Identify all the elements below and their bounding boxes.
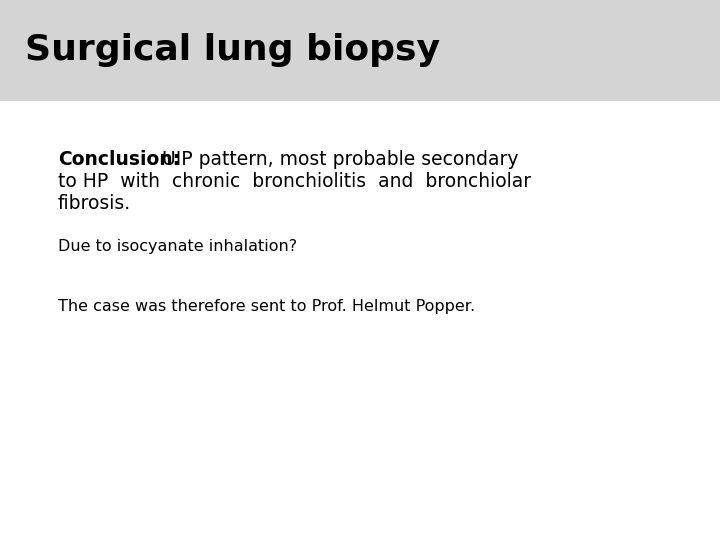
Text: Due to isocyanate inhalation?: Due to isocyanate inhalation? xyxy=(58,239,297,254)
Text: Conclusion:: Conclusion: xyxy=(58,150,180,169)
Bar xyxy=(0,0,720,100)
Text: The case was therefore sent to Prof. Helmut Popper.: The case was therefore sent to Prof. Hel… xyxy=(58,299,475,314)
Text: Surgical lung biopsy: Surgical lung biopsy xyxy=(25,33,440,67)
Text: fibrosis.: fibrosis. xyxy=(58,194,131,213)
Text: to HP  with  chronic  bronchiolitis  and  bronchiolar: to HP with chronic bronchiolitis and bro… xyxy=(58,172,531,191)
Text: UIP pattern, most probable secondary: UIP pattern, most probable secondary xyxy=(156,150,518,169)
